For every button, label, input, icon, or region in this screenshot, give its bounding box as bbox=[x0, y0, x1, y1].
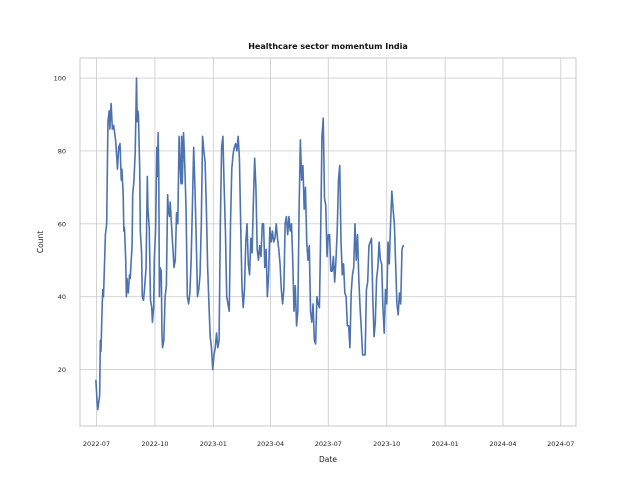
x-tick-label: 2023-07 bbox=[315, 440, 342, 448]
x-tick-label: 2022-07 bbox=[83, 440, 110, 448]
x-tick-label: 2023-10 bbox=[373, 440, 400, 448]
plot-frame bbox=[79, 57, 577, 427]
chart-title: Healthcare sector momentum India bbox=[248, 42, 408, 51]
x-tick-label: 2022-10 bbox=[141, 440, 168, 448]
x-axis-label: Date bbox=[319, 455, 337, 464]
x-tick-labels: 2022-07 2022-10 2023-01 2023-04 2023-07 2023-… bbox=[83, 440, 574, 448]
series-line-0 bbox=[95, 77, 405, 411]
x-tick-label: 2024-01 bbox=[432, 440, 459, 448]
y-gridlines bbox=[80, 77, 576, 370]
x-tick-label: 2023-04 bbox=[257, 440, 284, 448]
y-tick-label: 40 bbox=[58, 293, 66, 301]
x-tick-label: 2024-07 bbox=[547, 440, 574, 448]
y-tick-labels: 20 40 60 80 100 bbox=[54, 75, 66, 374]
y-tick-label: 80 bbox=[58, 147, 66, 155]
y-tick-label: 20 bbox=[58, 366, 66, 374]
x-tick-label: 2023-01 bbox=[200, 440, 227, 448]
y-tick-label: 60 bbox=[58, 220, 66, 228]
series-layer bbox=[95, 77, 405, 411]
y-tick-label: 100 bbox=[54, 75, 66, 83]
x-tick-label: 2024-04 bbox=[489, 440, 516, 448]
y-axis-label: Count bbox=[36, 231, 45, 253]
